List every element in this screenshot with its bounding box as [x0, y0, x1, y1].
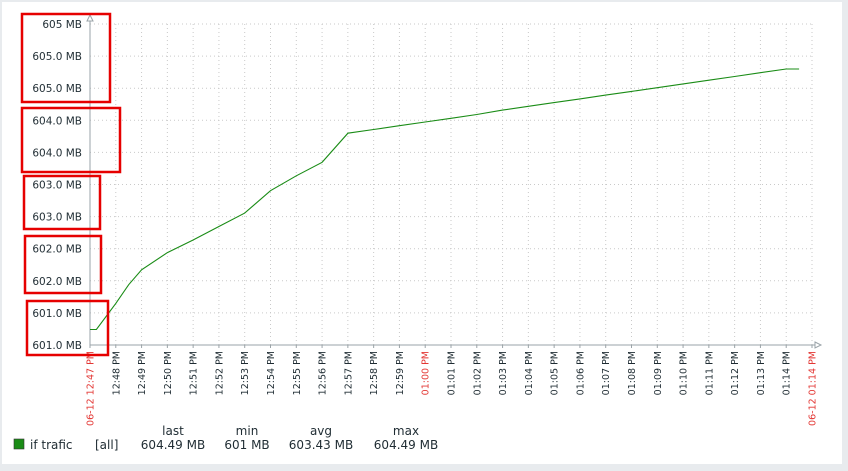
x-tick-label: 01:00 PM: [421, 351, 432, 395]
x-tick-label: 12:52 PM: [214, 351, 225, 395]
legend-header-min: min: [236, 424, 259, 438]
legend-header-max: max: [393, 424, 419, 438]
annotation-boxes: [20, 12, 122, 357]
y-tick-label: 604.0 MB: [32, 147, 82, 159]
highlight-box: [20, 106, 122, 174]
legend-swatch: [13, 438, 25, 450]
y-tick-label: 604.0 MB: [32, 115, 82, 127]
legend-stat-max: 604.49 MB: [374, 438, 438, 452]
y-tick-label: 605 MB: [42, 19, 82, 31]
y-tick-label: 605.0 MB: [32, 83, 82, 95]
x-tick-label: 12:50 PM: [163, 351, 174, 395]
y-tick-label: 602.0 MB: [32, 276, 82, 288]
highlight-box: [25, 299, 110, 357]
x-tick-label: 06-12 01:14 PM: [808, 351, 819, 426]
y-tick-label: 602.0 MB: [32, 244, 82, 256]
x-tick-label: 12:53 PM: [240, 351, 251, 395]
x-tick-label: 12:58 PM: [369, 351, 380, 395]
x-tick-label: 01:05 PM: [550, 351, 561, 395]
x-tick-label: 12:51 PM: [189, 351, 200, 395]
x-axis-ticks: 06-12 12:47 PM 12:48 PM 12:49 PM 12:50 PM 12…: [86, 351, 819, 426]
y-tick-label: 605.0 MB: [32, 51, 82, 63]
x-tick-label: 01:08 PM: [627, 351, 638, 395]
legend-series-func: [all]: [95, 438, 118, 452]
x-tick-label: 01:03 PM: [498, 351, 509, 395]
x-tick-label: 01:06 PM: [575, 351, 586, 395]
x-tick-label: 12:59 PM: [395, 351, 406, 395]
x-tick-label: 12:56 PM: [318, 351, 329, 395]
y-axis-ticks: 605 MB 605.0 MB 605.0 MB 604.0 MB 604.0 MB 60…: [32, 19, 82, 352]
x-tick-label: 12:54 PM: [266, 351, 277, 395]
legend-stat-min: 601 MB: [224, 438, 269, 452]
legend-header-last: last: [162, 424, 184, 438]
x-tick-label: 01:14 PM: [782, 351, 793, 395]
legend-series-name: if trafic: [30, 438, 73, 452]
x-tick-label: 12:48 PM: [111, 351, 122, 395]
legend-header-avg: avg: [310, 424, 332, 438]
x-tick-label: 01:11 PM: [704, 351, 715, 395]
x-tick-label: 06-12 12:47 PM: [86, 351, 97, 426]
x-tick-label: 01:12 PM: [730, 351, 741, 395]
legend-stat-avg: 603.43 MB: [289, 438, 353, 452]
legend-stat-last: 604.49 MB: [141, 438, 205, 452]
legend: last min avg max if trafic [all] 604.49 …: [13, 424, 438, 452]
y-tick-label: 603.0 MB: [32, 180, 82, 192]
x-tick-label: 12:55 PM: [292, 351, 303, 395]
x-tick-label: 01:09 PM: [653, 351, 664, 395]
x-tick-label: 01:13 PM: [756, 351, 767, 395]
chart-frame: 605 MB 605.0 MB 605.0 MB 604.0 MB 604.0 MB 60…: [2, 2, 842, 464]
highlight-box: [22, 174, 102, 231]
series-line-if-trafic: [90, 68, 800, 331]
x-axis-arrow-icon: [814, 341, 823, 349]
grid: [89, 23, 813, 346]
x-tick-label: 01:07 PM: [601, 351, 612, 395]
highlight-box: [20, 12, 112, 104]
series-layer: [90, 68, 800, 331]
x-tick-label: 01:10 PM: [679, 351, 690, 395]
x-tick-label: 01:01 PM: [447, 351, 458, 395]
x-tick-label: 12:49 PM: [137, 351, 148, 395]
highlight-box: [23, 234, 103, 295]
y-tick-label: 601.0 MB: [32, 340, 82, 352]
graph-svg: 605 MB 605.0 MB 605.0 MB 604.0 MB 604.0 MB 60…: [13, 12, 823, 452]
y-tick-label: 603.0 MB: [32, 212, 82, 224]
x-tick-label: 01:04 PM: [524, 351, 535, 395]
axes: [86, 13, 823, 349]
x-tick-label: 01:02 PM: [472, 351, 483, 395]
y-axis-arrow-icon: [86, 13, 94, 22]
y-tick-label: 601.0 MB: [32, 308, 82, 320]
x-tick-label: 12:57 PM: [343, 351, 354, 395]
